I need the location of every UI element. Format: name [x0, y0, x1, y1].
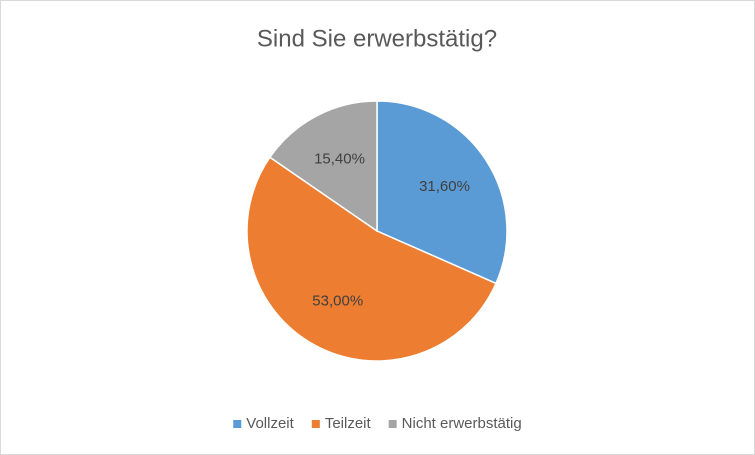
data-label: 31,60%	[419, 178, 470, 195]
legend-swatch	[388, 420, 397, 428]
legend-label: Teilzeit	[325, 415, 372, 432]
legend-label: Nicht erwerbstätig	[402, 415, 522, 432]
pie-slice	[376, 100, 508, 285]
legend-swatch	[233, 420, 242, 428]
data-label: 53,00%	[312, 292, 363, 309]
pie-slice	[246, 156, 497, 362]
chart-title: Sind Sie erwerbstätig?	[257, 25, 497, 52]
legend-swatch	[311, 420, 320, 428]
pie-slice	[268, 100, 378, 233]
legend-label: Vollzeit	[246, 415, 294, 432]
data-label: 15,40%	[314, 151, 365, 168]
legend: Vollzeit Teilzeit Nicht erwerbstätig	[233, 415, 522, 432]
